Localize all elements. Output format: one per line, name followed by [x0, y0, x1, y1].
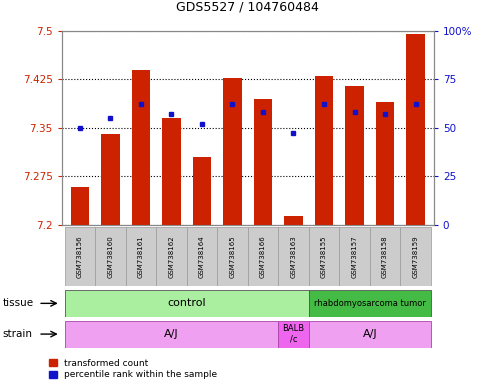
Bar: [132, 70, 150, 225]
Text: GSM738164: GSM738164: [199, 235, 205, 278]
FancyBboxPatch shape: [309, 321, 431, 348]
FancyBboxPatch shape: [217, 227, 247, 286]
Bar: [346, 86, 364, 225]
FancyBboxPatch shape: [65, 321, 278, 348]
Legend: transformed count, percentile rank within the sample: transformed count, percentile rank withi…: [49, 359, 217, 379]
Text: A/J: A/J: [362, 329, 377, 339]
FancyBboxPatch shape: [309, 227, 339, 286]
FancyBboxPatch shape: [126, 227, 156, 286]
FancyBboxPatch shape: [187, 227, 217, 286]
Text: GDS5527 / 104760484: GDS5527 / 104760484: [176, 0, 319, 13]
Text: GSM738162: GSM738162: [169, 235, 175, 278]
Bar: [254, 99, 272, 225]
Text: GSM738163: GSM738163: [290, 235, 296, 278]
Text: GSM738159: GSM738159: [413, 235, 419, 278]
Text: GSM738165: GSM738165: [229, 235, 236, 278]
Text: GSM738156: GSM738156: [77, 235, 83, 278]
FancyBboxPatch shape: [309, 290, 431, 317]
Bar: [162, 118, 180, 225]
Bar: [315, 76, 333, 225]
Text: rhabdomyosarcoma tumor: rhabdomyosarcoma tumor: [314, 299, 426, 308]
Text: GSM738160: GSM738160: [107, 235, 113, 278]
Text: BALB
/c: BALB /c: [282, 324, 305, 344]
FancyBboxPatch shape: [278, 321, 309, 348]
FancyBboxPatch shape: [278, 227, 309, 286]
Bar: [101, 134, 120, 225]
Bar: [376, 102, 394, 225]
FancyBboxPatch shape: [65, 227, 95, 286]
Bar: [193, 157, 211, 225]
FancyBboxPatch shape: [95, 227, 126, 286]
Text: GSM738161: GSM738161: [138, 235, 144, 278]
FancyBboxPatch shape: [370, 227, 400, 286]
Text: GSM738155: GSM738155: [321, 235, 327, 278]
Text: control: control: [168, 298, 206, 308]
Bar: [71, 187, 89, 225]
FancyBboxPatch shape: [400, 227, 431, 286]
FancyBboxPatch shape: [247, 227, 278, 286]
Bar: [406, 34, 424, 225]
FancyBboxPatch shape: [339, 227, 370, 286]
FancyBboxPatch shape: [156, 227, 187, 286]
Text: GSM738157: GSM738157: [352, 235, 357, 278]
FancyBboxPatch shape: [65, 290, 309, 317]
Bar: [223, 78, 242, 225]
Text: strain: strain: [2, 329, 33, 339]
Text: GSM738158: GSM738158: [382, 235, 388, 278]
Text: tissue: tissue: [2, 298, 34, 308]
Bar: [284, 216, 303, 225]
Text: A/J: A/J: [164, 329, 179, 339]
Text: GSM738166: GSM738166: [260, 235, 266, 278]
